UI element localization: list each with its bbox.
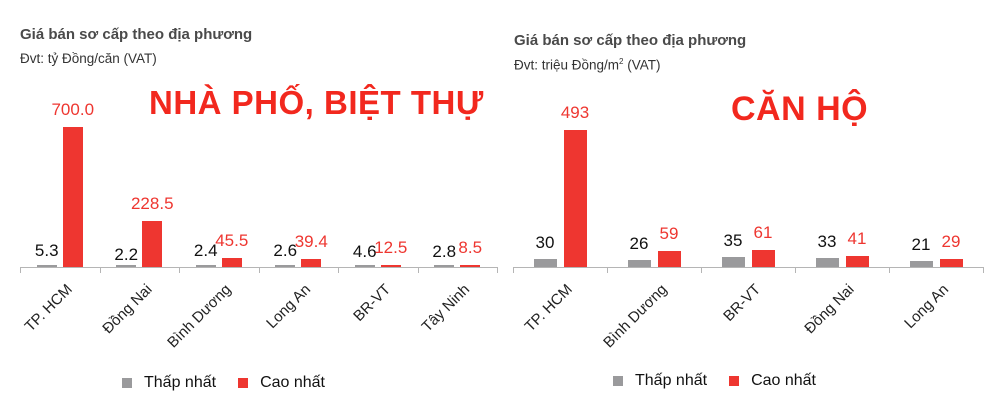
data-label: 59 (659, 223, 679, 243)
legend-label: Cao nhất (751, 372, 816, 389)
legend: Thấp nhất Cao nhất (122, 374, 347, 392)
x-axis-tick (497, 267, 498, 273)
bar-lowest (116, 265, 137, 267)
data-label: 29 (941, 231, 961, 251)
legend: Thấp nhất Cao nhất (613, 372, 838, 390)
subtitle-superscript: 2 (619, 57, 624, 66)
chart-subtitle: Đvt: tỷ Đồng/căn (VAT) (20, 51, 157, 66)
data-label: 33 (817, 231, 837, 251)
bar-highest (751, 250, 775, 267)
data-label: 8.5 (458, 238, 483, 257)
chart-subtitle: Đvt: triệu Đồng/m2 (VAT) (514, 57, 661, 73)
x-axis-tick (338, 267, 339, 273)
legend-item-high: Cao nhất (238, 374, 325, 392)
bar-lowest (627, 259, 651, 267)
data-label: 30 (535, 232, 555, 252)
data-label: 12.5 (374, 237, 408, 257)
bar-highest (563, 130, 587, 267)
data-label: 21 (911, 235, 931, 255)
data-label: 2.6 (273, 241, 298, 260)
legend-item-low: Thấp nhất (122, 374, 216, 392)
data-label: 61 (753, 223, 773, 243)
data-label: 45.5 (215, 230, 249, 250)
chart-title: Giá bán sơ cấp theo địa phương (20, 26, 253, 43)
data-label: 41 (847, 228, 867, 248)
subtitle-tail: (VAT) (623, 57, 661, 73)
data-label: 2.4 (193, 241, 218, 260)
x-axis-tick (417, 267, 419, 273)
x-axis-tick (701, 267, 702, 273)
bar-highest (62, 127, 83, 267)
x-axis-tick (607, 267, 608, 273)
bar-highest (939, 258, 963, 267)
x-axis-tick (258, 267, 260, 273)
bar-lowest (354, 265, 375, 267)
x-axis-tick (983, 267, 984, 273)
x-axis-tick (889, 267, 890, 273)
bar-highest (221, 257, 242, 267)
bar-lowest (195, 265, 216, 267)
legend-label: Thấp nhất (144, 374, 217, 391)
x-axis-tick (99, 267, 101, 273)
subtitle-text: Đvt: triệu Đồng/m (514, 57, 620, 73)
x-axis-tick (795, 267, 796, 273)
data-label: 228.5 (130, 194, 174, 214)
bar-lowest (434, 265, 455, 267)
bar-lowest (909, 261, 933, 267)
legend-label: Cao nhất (260, 374, 325, 391)
data-label: 5.3 (34, 241, 59, 260)
legend-swatch-red (238, 378, 249, 388)
bar-highest (301, 259, 322, 267)
legend-item-low: Thấp nhất (613, 372, 707, 390)
bar-lowest (721, 257, 745, 267)
legend-label: Thấp nhất (635, 372, 708, 389)
legend-item-high: Cao nhất (729, 372, 816, 390)
bar-lowest (36, 265, 57, 267)
bar-lowest (275, 265, 296, 267)
x-axis-tick (513, 267, 514, 273)
legend-swatch-gray (122, 378, 132, 388)
data-label: 2.8 (432, 242, 457, 261)
legend-swatch-gray (613, 376, 623, 386)
bar-lowest (533, 258, 557, 267)
bar-highest (657, 250, 681, 267)
bar-lowest (815, 257, 839, 267)
data-label: 2.2 (114, 245, 139, 264)
bar-highest (380, 264, 401, 267)
bar-highest (460, 265, 481, 267)
data-label: 26 (629, 233, 649, 253)
chart-category-label: NHÀ PHỐ, BIỆT THỰ (149, 84, 484, 121)
x-axis-tick (20, 267, 21, 273)
legend-swatch-red (729, 376, 740, 386)
chart-panel-townhouse-villa: Giá bán sơ cấp theo địa phương Đvt: tỷ Đ… (20, 26, 484, 392)
x-axis-line (513, 267, 983, 268)
chart-title: Giá bán sơ cấp theo địa phương (514, 32, 747, 49)
data-label: 493 (560, 103, 590, 122)
data-label: 35 (723, 231, 743, 251)
bar-highest (845, 255, 869, 267)
x-axis-tick (179, 267, 180, 273)
data-label: 700.0 (51, 100, 95, 119)
chart-category-label: CĂN HỘ (731, 90, 869, 128)
data-label: 4.6 (352, 242, 377, 261)
data-label: 39.4 (294, 232, 328, 252)
bar-highest (142, 221, 163, 267)
